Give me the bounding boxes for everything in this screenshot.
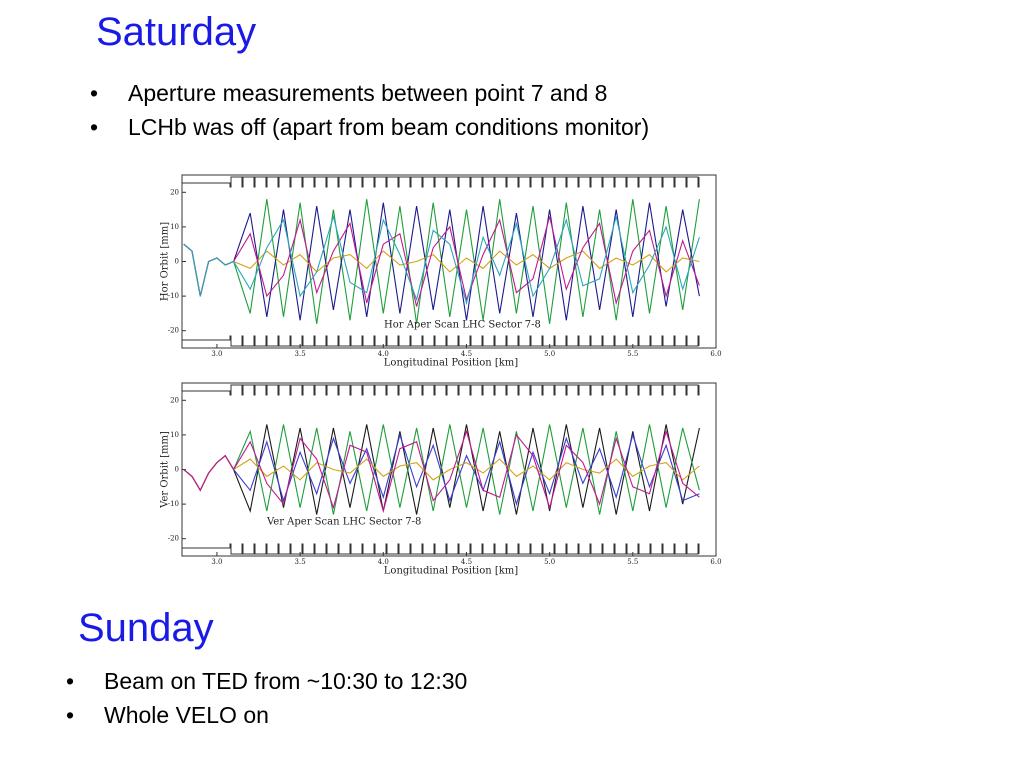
- orbit-line: [183, 429, 700, 514]
- y-tick-label: -10: [168, 500, 179, 508]
- x-tick-label: 3.0: [211, 350, 222, 358]
- y-tick-label: 0: [175, 258, 179, 266]
- bullet-list: Aperture measurements between point 7 an…: [90, 76, 649, 144]
- y-tick-label: 10: [170, 223, 179, 231]
- aperture-top: [182, 384, 700, 396]
- x-axis-label: Longitudinal Position [km]: [384, 358, 519, 369]
- x-tick-label: 4.0: [378, 558, 389, 566]
- x-tick-label: 5.5: [627, 350, 638, 358]
- x-tick-label: 4.5: [461, 558, 472, 566]
- y-axis-label: Hor Orbit [mm]: [160, 222, 171, 301]
- bullet: Whole VELO on: [66, 698, 467, 732]
- heading: Saturday: [96, 10, 257, 54]
- bullet: Aperture measurements between point 7 an…: [90, 76, 649, 110]
- y-tick-label: -10: [168, 292, 179, 300]
- plot-area: [181, 174, 717, 349]
- x-tick-label: 4.5: [461, 350, 472, 358]
- x-tick-label: 4.0: [378, 350, 389, 358]
- y-tick-label: 20: [170, 396, 179, 404]
- aperture-top: [182, 176, 700, 188]
- x-tick-label: 6.0: [710, 558, 721, 566]
- x-tick-label: 5.5: [627, 558, 638, 566]
- y-tick-label: 0: [175, 466, 179, 474]
- y-axis-label: Ver Orbit [mm]: [160, 431, 171, 509]
- aperture-bottom: [182, 543, 700, 555]
- x-axis-label: Longitudinal Position [km]: [384, 566, 519, 577]
- x-tick-label: 3.5: [295, 350, 306, 358]
- aperture-bottom: [182, 335, 700, 347]
- x-tick-label: 3.0: [211, 558, 222, 566]
- bullet: LCHb was off (apart from beam conditions…: [90, 110, 649, 144]
- x-tick-label: 5.0: [544, 558, 555, 566]
- y-tick-label: 20: [170, 188, 179, 196]
- orbit-line: [183, 214, 700, 306]
- y-tick-label: 10: [170, 431, 179, 439]
- x-tick-label: 5.0: [544, 350, 555, 358]
- x-tick-label: 6.0: [710, 350, 721, 358]
- y-tick-label: -20: [168, 535, 179, 543]
- chart-title: Hor Aper Scan LHC Sector 7-8: [384, 320, 541, 331]
- bullet-list: Beam on TED from ~10:30 to 12:30 Whole V…: [66, 664, 467, 732]
- chart-title: Ver Aper Scan LHC Sector 7-8: [266, 517, 421, 528]
- y-tick-label: -20: [168, 327, 179, 335]
- heading: Sunday: [78, 606, 214, 650]
- bullet: Beam on TED from ~10:30 to 12:30: [66, 664, 467, 698]
- x-tick-label: 3.5: [295, 558, 306, 566]
